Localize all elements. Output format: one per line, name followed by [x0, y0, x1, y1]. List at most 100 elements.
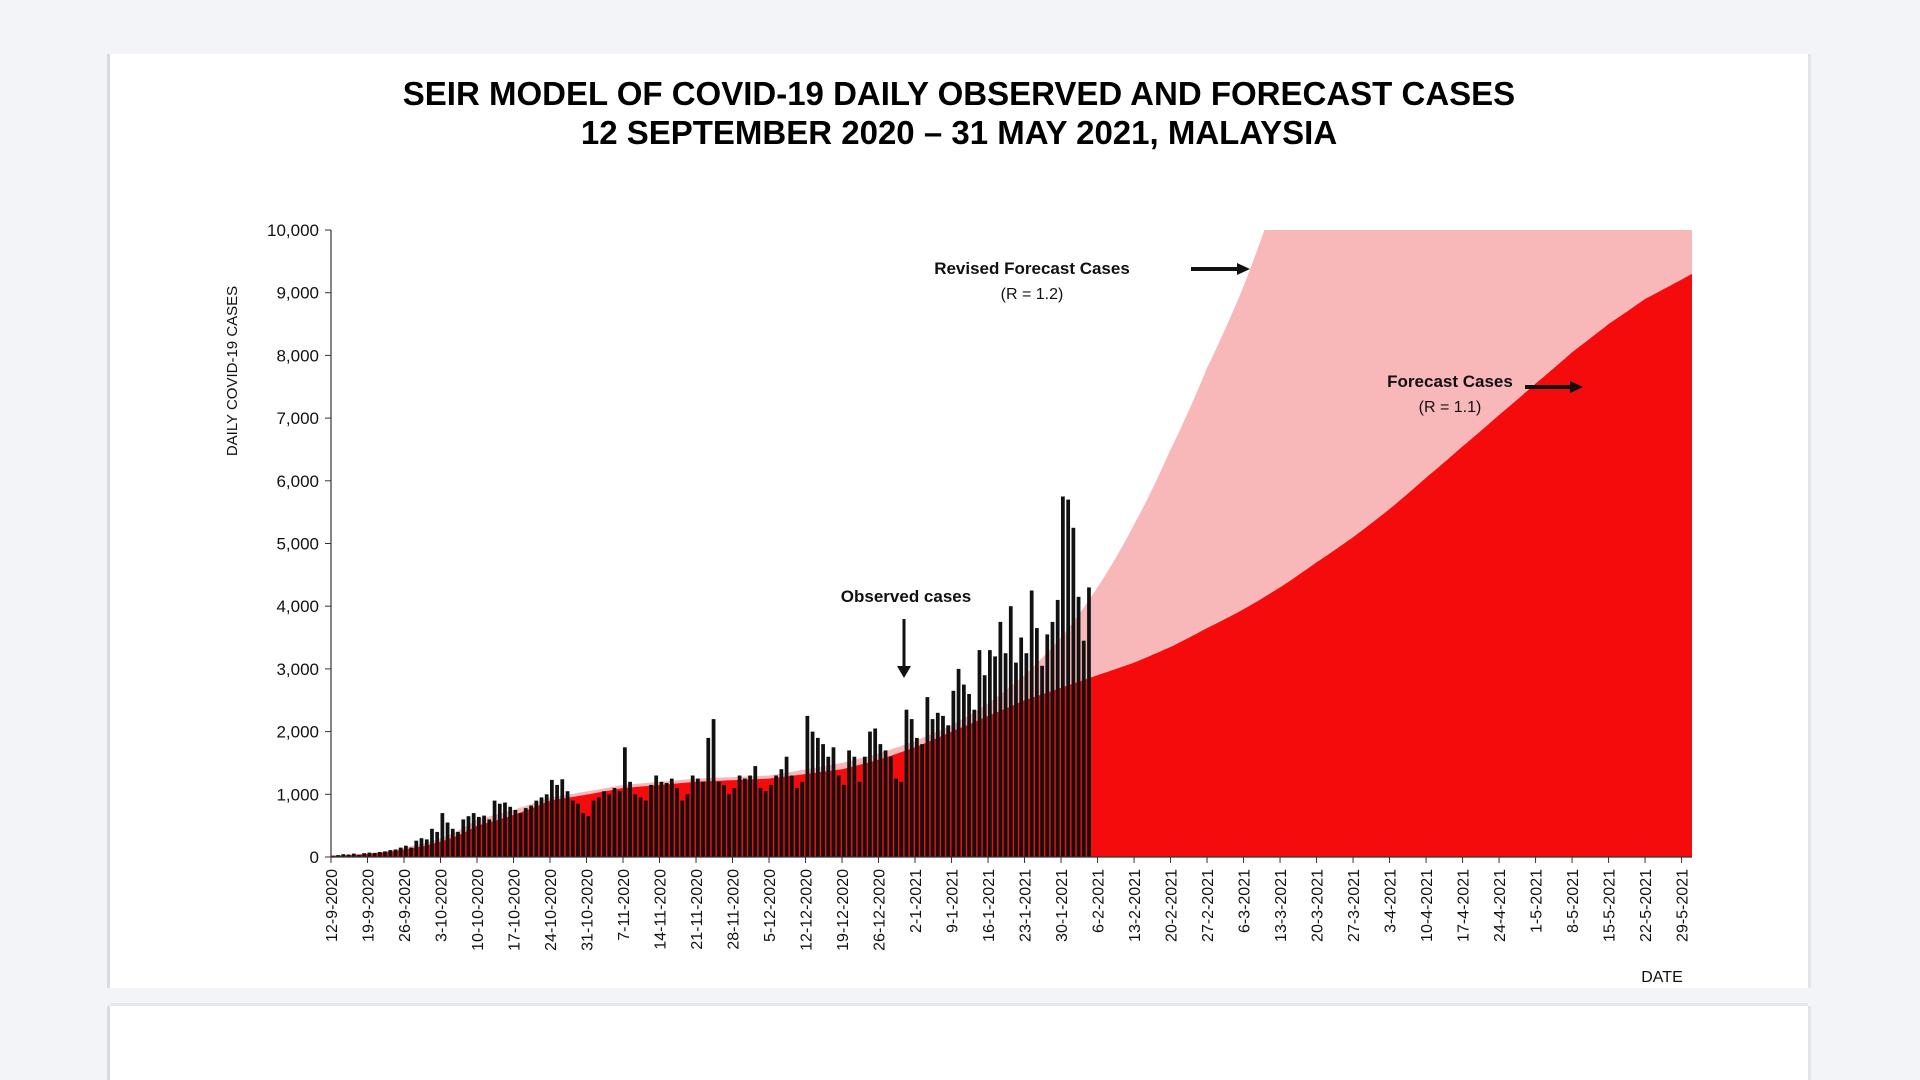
x-tick-label: 15-5-2021: [1602, 869, 1619, 942]
x-tick-label: 24-10-2020: [543, 869, 560, 951]
x-tick-label: 12-12-2020: [799, 869, 816, 951]
observed-bar: [482, 815, 486, 857]
observed-bar: [1014, 662, 1018, 857]
observed-bar: [628, 781, 632, 857]
observed-bar: [461, 819, 466, 857]
observed-bar: [649, 784, 653, 857]
observed-bar: [638, 797, 643, 857]
observed-bar: [732, 788, 737, 857]
observed-bar: [873, 728, 878, 857]
observed-bar: [612, 788, 617, 857]
x-tick-label: 17-4-2021: [1456, 869, 1473, 942]
observed-bar: [1076, 596, 1081, 857]
observed-bar: [471, 813, 476, 857]
y-tick-label: 5,000: [276, 535, 319, 554]
x-tick-label: 17-10-2020: [507, 869, 524, 951]
observed-bar: [565, 791, 570, 857]
observed-bar: [430, 828, 434, 857]
x-tick-label: 9-1-2021: [945, 869, 962, 933]
observed-bar: [393, 849, 398, 857]
observed-bar: [1087, 587, 1091, 857]
observed-bar: [1008, 606, 1013, 857]
x-tick-label: 19-9-2020: [361, 869, 378, 942]
observed-bar: [675, 788, 679, 857]
forecast-arrowhead: [1570, 381, 1583, 393]
x-tick-label: 26-12-2020: [872, 869, 889, 951]
x-tick-label: 23-1-2021: [1018, 869, 1035, 942]
x-tick-label: 31-10-2020: [580, 869, 597, 951]
observed-bar: [440, 813, 445, 857]
x-tick-label: 20-3-2021: [1310, 869, 1327, 942]
observed-bar: [346, 854, 351, 857]
observed-bar: [1055, 599, 1060, 857]
observed-bar: [1040, 665, 1044, 857]
observed-bar: [1045, 634, 1050, 857]
observed-bar: [362, 853, 367, 857]
x-tick-label: 3-4-2021: [1383, 869, 1400, 933]
observed-bar: [909, 719, 914, 857]
observed-bar: [633, 794, 638, 857]
observed-bar: [377, 852, 382, 857]
observed-bar: [951, 690, 956, 857]
observed-bar: [555, 784, 559, 857]
observed-bar: [1003, 653, 1008, 857]
observed-bar: [743, 778, 747, 857]
observed-bar: [623, 747, 627, 857]
observed-bar: [894, 778, 898, 857]
x-tick-label: 10-10-2020: [470, 869, 487, 951]
y-tick-label: 8,000: [276, 346, 319, 365]
x-tick-label: 29-5-2021: [1675, 869, 1692, 942]
x-tick-label: 6-3-2021: [1237, 869, 1254, 933]
x-tick-label: 13-2-2021: [1127, 869, 1144, 942]
x-tick-label: 19-12-2020: [835, 869, 852, 951]
observed-bar: [862, 756, 867, 857]
observed-bar: [664, 783, 669, 857]
observed-bar: [497, 803, 502, 857]
observed-bar: [977, 650, 982, 857]
observed-bar: [716, 781, 721, 857]
observed-bar: [935, 712, 940, 857]
observed-bar: [982, 675, 987, 857]
forecast-area: [331, 273, 1692, 857]
x-tick-label: 14-11-2020: [653, 869, 670, 950]
observed-bar: [737, 775, 742, 857]
y-tick-label: 10,000: [267, 221, 319, 240]
observed-bar: [685, 794, 690, 857]
observed-bar: [1071, 527, 1076, 857]
observed-bar: [336, 855, 340, 857]
observed-bar: [706, 737, 711, 857]
observed-bar: [398, 847, 403, 857]
x-tick-label: 13-3-2021: [1273, 869, 1290, 942]
chart-title-block: SEIR MODEL OF COVID-19 DAILY OBSERVED AN…: [110, 74, 1808, 152]
y-tick-label: 3,000: [276, 660, 319, 679]
observed-bar: [596, 797, 601, 857]
observed-bar: [758, 788, 763, 857]
observed-bar: [784, 756, 789, 857]
x-tick-label: 20-2-2021: [1164, 869, 1181, 942]
observed-bar: [842, 784, 846, 857]
observed-bar: [477, 816, 481, 857]
observed-bar: [998, 621, 1003, 857]
x-tick-label: 7-11-2020: [616, 869, 633, 941]
observed-bar: [988, 650, 992, 857]
observed-bar: [492, 800, 497, 857]
y-tick-label: 2,000: [276, 723, 319, 742]
observed-bar: [404, 845, 408, 857]
observed-bar: [414, 840, 419, 857]
observed-bar: [518, 813, 523, 857]
observed-bar: [643, 800, 648, 857]
observed-bar: [800, 781, 805, 857]
observed-bar: [795, 788, 799, 857]
observed-bar: [508, 806, 513, 857]
next-card: [110, 1006, 1808, 1080]
chart-card: SEIR MODEL OF COVID-19 DAILY OBSERVED AN…: [110, 54, 1808, 988]
observed-bar: [1050, 621, 1055, 857]
observed-bar: [351, 853, 356, 857]
chart-subtitle: 12 SEPTEMBER 2020 – 31 MAY 2021, MALAYSI…: [580, 114, 1338, 151]
observed-bar: [383, 851, 387, 857]
observed-cases-annotation: Observed cases: [841, 587, 971, 606]
observed-bar: [883, 750, 888, 857]
x-tick-label: 24-4-2021: [1492, 869, 1509, 942]
observed-bar: [727, 794, 732, 857]
observed-bar: [435, 831, 440, 857]
